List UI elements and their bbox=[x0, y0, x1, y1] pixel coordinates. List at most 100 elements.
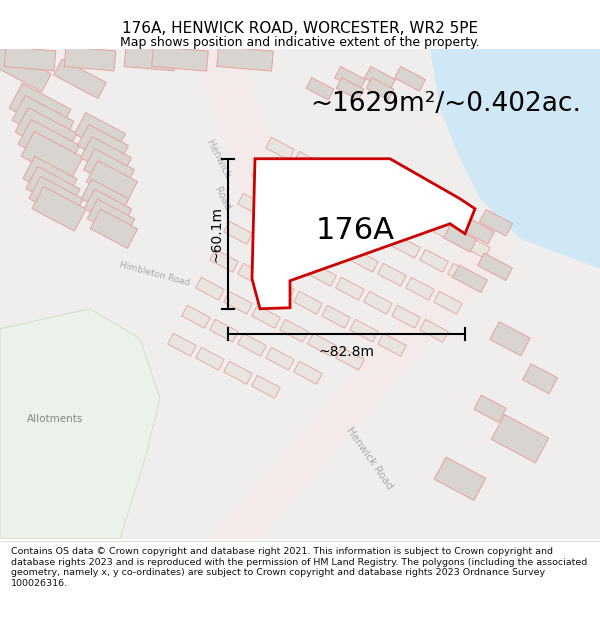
Polygon shape bbox=[238, 263, 266, 286]
Polygon shape bbox=[350, 319, 378, 342]
Polygon shape bbox=[392, 236, 420, 258]
Polygon shape bbox=[266, 208, 294, 230]
Polygon shape bbox=[238, 333, 266, 356]
Polygon shape bbox=[452, 265, 487, 292]
Polygon shape bbox=[168, 333, 196, 356]
Polygon shape bbox=[336, 208, 364, 230]
Polygon shape bbox=[479, 209, 512, 236]
Polygon shape bbox=[280, 249, 308, 272]
Polygon shape bbox=[238, 193, 266, 216]
Polygon shape bbox=[335, 66, 365, 91]
Polygon shape bbox=[378, 263, 406, 286]
Polygon shape bbox=[83, 149, 134, 191]
Polygon shape bbox=[378, 333, 406, 356]
Text: ~60.1m: ~60.1m bbox=[209, 206, 223, 262]
Polygon shape bbox=[74, 112, 125, 155]
Polygon shape bbox=[23, 156, 77, 201]
Polygon shape bbox=[336, 78, 364, 100]
Polygon shape bbox=[474, 395, 506, 422]
Polygon shape bbox=[420, 249, 448, 272]
Polygon shape bbox=[81, 179, 129, 218]
Polygon shape bbox=[308, 263, 336, 286]
Polygon shape bbox=[365, 66, 395, 91]
Text: 176A, HENWICK ROAD, WORCESTER, WR2 5PE: 176A, HENWICK ROAD, WORCESTER, WR2 5PE bbox=[122, 21, 478, 36]
Polygon shape bbox=[152, 46, 208, 71]
Polygon shape bbox=[308, 193, 336, 216]
Polygon shape bbox=[364, 221, 392, 244]
Polygon shape bbox=[294, 221, 322, 244]
Polygon shape bbox=[430, 49, 600, 269]
Polygon shape bbox=[406, 208, 434, 230]
Polygon shape bbox=[336, 278, 364, 300]
Polygon shape bbox=[280, 319, 308, 342]
Polygon shape bbox=[478, 253, 512, 281]
Polygon shape bbox=[434, 457, 486, 501]
Polygon shape bbox=[87, 199, 135, 238]
Polygon shape bbox=[210, 249, 238, 272]
Polygon shape bbox=[420, 319, 448, 342]
Text: 176A: 176A bbox=[316, 216, 395, 245]
Text: Henwick Road: Henwick Road bbox=[345, 426, 395, 492]
Polygon shape bbox=[15, 107, 77, 158]
Polygon shape bbox=[64, 47, 116, 71]
Polygon shape bbox=[12, 96, 74, 146]
Polygon shape bbox=[252, 159, 475, 309]
Text: Allotments: Allotments bbox=[27, 414, 83, 424]
Polygon shape bbox=[182, 306, 210, 328]
Polygon shape bbox=[4, 47, 56, 71]
Polygon shape bbox=[306, 78, 334, 100]
Polygon shape bbox=[21, 131, 83, 182]
Polygon shape bbox=[490, 322, 530, 356]
Text: Road: Road bbox=[212, 186, 232, 212]
Polygon shape bbox=[86, 161, 137, 203]
Polygon shape bbox=[308, 333, 336, 356]
Polygon shape bbox=[443, 226, 476, 252]
Polygon shape bbox=[252, 306, 280, 328]
Polygon shape bbox=[18, 119, 80, 170]
Polygon shape bbox=[266, 138, 294, 160]
Polygon shape bbox=[26, 166, 80, 211]
Polygon shape bbox=[252, 236, 280, 258]
Polygon shape bbox=[195, 49, 310, 269]
Polygon shape bbox=[9, 84, 71, 134]
Polygon shape bbox=[266, 348, 294, 370]
Polygon shape bbox=[406, 278, 434, 300]
Polygon shape bbox=[217, 46, 273, 71]
Polygon shape bbox=[224, 291, 252, 314]
Polygon shape bbox=[523, 364, 557, 394]
Polygon shape bbox=[294, 291, 322, 314]
Polygon shape bbox=[322, 306, 350, 328]
Polygon shape bbox=[77, 124, 128, 167]
Polygon shape bbox=[224, 361, 252, 384]
Polygon shape bbox=[84, 189, 132, 228]
Text: Himbleton Road: Himbleton Road bbox=[119, 260, 191, 288]
Polygon shape bbox=[252, 376, 280, 398]
Polygon shape bbox=[434, 221, 462, 244]
Polygon shape bbox=[461, 217, 494, 244]
Text: ~82.8m: ~82.8m bbox=[319, 345, 374, 359]
Polygon shape bbox=[266, 278, 294, 300]
Polygon shape bbox=[210, 239, 520, 539]
Polygon shape bbox=[392, 306, 420, 328]
Polygon shape bbox=[32, 186, 86, 231]
Polygon shape bbox=[395, 66, 425, 91]
Polygon shape bbox=[90, 209, 138, 248]
Polygon shape bbox=[322, 236, 350, 258]
Polygon shape bbox=[280, 179, 308, 202]
Polygon shape bbox=[80, 137, 131, 179]
Polygon shape bbox=[448, 263, 476, 286]
Text: Map shows position and indicative extent of the property.: Map shows position and indicative extent… bbox=[120, 36, 480, 49]
Polygon shape bbox=[0, 309, 160, 539]
Polygon shape bbox=[462, 236, 490, 258]
Polygon shape bbox=[54, 59, 106, 98]
Polygon shape bbox=[378, 193, 406, 216]
Polygon shape bbox=[336, 348, 364, 370]
Text: Henwick: Henwick bbox=[204, 138, 232, 179]
Polygon shape bbox=[366, 78, 394, 100]
Polygon shape bbox=[364, 291, 392, 314]
Text: ~1629m²/~0.402ac.: ~1629m²/~0.402ac. bbox=[310, 91, 581, 117]
Polygon shape bbox=[224, 221, 252, 244]
Polygon shape bbox=[124, 47, 176, 71]
Polygon shape bbox=[29, 176, 83, 221]
Polygon shape bbox=[210, 319, 238, 342]
